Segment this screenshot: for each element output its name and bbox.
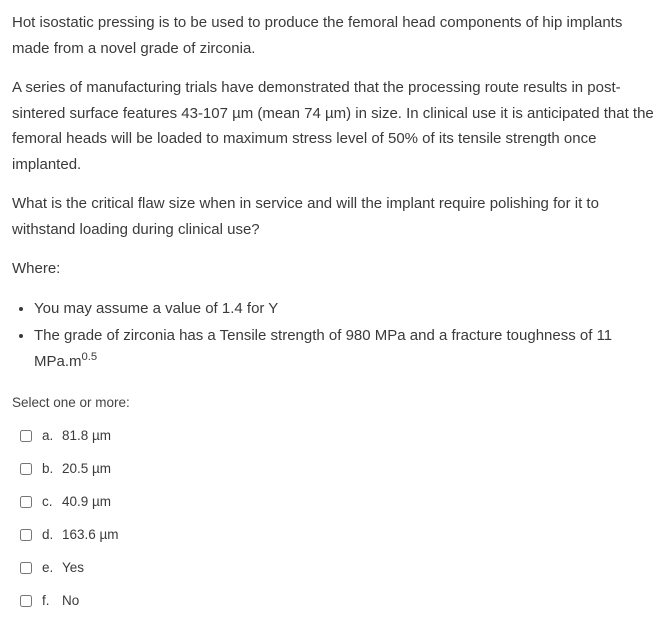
option-e-checkbox[interactable] [20,562,32,574]
option-c-checkbox[interactable] [20,496,32,508]
option-b[interactable]: b. 20.5 µm [20,454,660,487]
option-letter: d. [42,524,62,547]
option-label: 163.6 µm [62,524,119,547]
select-prompt: Select one or more: [12,392,660,415]
option-d[interactable]: d. 163.6 µm [20,520,660,553]
option-f[interactable]: f. No [20,586,660,619]
assumption-item-2-sup: 0.5 [82,351,98,363]
option-e[interactable]: e. Yes [20,553,660,586]
option-a[interactable]: a. 81.8 µm [20,421,660,454]
question-paragraph-2: A series of manufacturing trials have de… [12,75,660,177]
assumption-item-1: You may assume a value of 1.4 for Y [34,296,660,322]
question-paragraph-4: Where: [12,256,660,282]
option-letter: a. [42,425,62,448]
question-paragraph-1: Hot isostatic pressing is to be used to … [12,10,660,61]
option-b-checkbox[interactable] [20,463,32,475]
option-label: 40.9 µm [62,491,111,514]
option-d-checkbox[interactable] [20,529,32,541]
option-letter: b. [42,458,62,481]
option-letter: f. [42,590,62,613]
option-a-checkbox[interactable] [20,430,32,442]
assumption-item-2-text: The grade of zirconia has a Tensile stre… [34,327,612,370]
option-label: 20.5 µm [62,458,111,481]
question-paragraph-3: What is the critical flaw size when in s… [12,191,660,242]
option-c[interactable]: c. 40.9 µm [20,487,660,520]
option-label: 81.8 µm [62,425,111,448]
options-group: a. 81.8 µm b. 20.5 µm c. 40.9 µm d. 163.… [12,421,660,619]
option-label: Yes [62,557,84,580]
option-letter: e. [42,557,62,580]
option-f-checkbox[interactable] [20,595,32,607]
option-letter: c. [42,491,62,514]
assumption-item-2: The grade of zirconia has a Tensile stre… [34,323,660,374]
option-label: No [62,590,79,613]
assumptions-list: You may assume a value of 1.4 for Y The … [12,296,660,375]
